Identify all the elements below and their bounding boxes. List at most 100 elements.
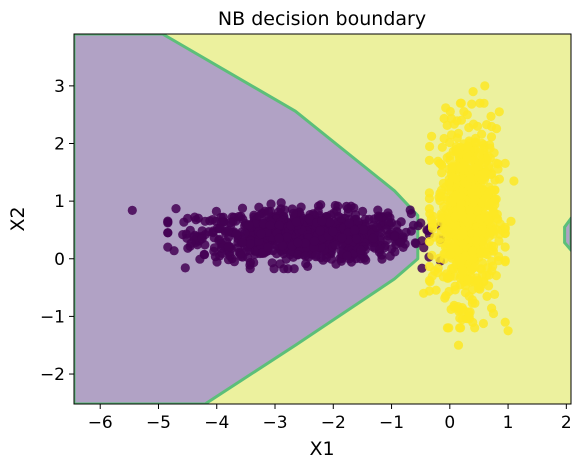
data-point	[383, 208, 393, 218]
data-point	[431, 285, 441, 295]
data-point	[169, 246, 179, 256]
y-axis-label: X2	[7, 206, 29, 231]
data-point	[381, 224, 392, 235]
data-point	[328, 226, 338, 237]
data-point	[491, 158, 501, 168]
data-point	[317, 216, 327, 226]
data-point	[289, 264, 299, 274]
data-point	[500, 242, 510, 252]
data-point	[470, 262, 480, 272]
data-point	[127, 205, 137, 215]
data-point	[401, 227, 411, 237]
data-point	[467, 99, 477, 109]
data-point	[223, 242, 233, 252]
data-point	[455, 323, 465, 333]
data-point	[405, 205, 415, 215]
data-point	[491, 124, 502, 134]
data-point	[436, 159, 446, 170]
data-point	[474, 150, 484, 160]
data-point	[437, 185, 447, 195]
data-point	[263, 206, 274, 217]
data-point	[197, 226, 207, 236]
data-point	[300, 238, 310, 248]
data-point	[424, 261, 434, 272]
data-point	[225, 218, 235, 228]
x-tick-label: −4	[204, 413, 229, 433]
data-point	[291, 217, 301, 227]
data-point	[411, 239, 421, 249]
data-point	[390, 231, 400, 241]
data-points	[127, 81, 519, 350]
data-point	[468, 253, 478, 264]
data-point	[468, 119, 479, 129]
data-point	[427, 218, 437, 228]
data-point	[215, 223, 225, 233]
data-point	[488, 226, 498, 236]
data-point	[373, 213, 383, 223]
series-class-1	[419, 81, 519, 350]
data-point	[473, 283, 483, 293]
x-tick-label: −2	[321, 413, 346, 433]
data-point	[427, 131, 437, 141]
data-point	[441, 291, 451, 301]
data-point	[336, 213, 347, 223]
data-point	[316, 200, 326, 210]
data-point	[277, 241, 288, 251]
data-point	[446, 130, 457, 140]
y-tick-label: 1	[54, 192, 65, 212]
plot-area	[73, 33, 572, 405]
data-point	[180, 263, 190, 273]
data-point	[424, 237, 434, 247]
data-point	[475, 98, 485, 108]
data-point	[439, 224, 449, 234]
series-class-0	[127, 198, 446, 274]
data-point	[488, 207, 498, 217]
data-point	[349, 225, 360, 235]
data-point	[197, 234, 207, 244]
data-point	[274, 233, 284, 243]
data-point	[181, 229, 191, 239]
data-point	[472, 206, 482, 216]
data-point	[437, 142, 447, 152]
data-point	[443, 185, 454, 196]
plot-frame	[73, 33, 572, 405]
data-point	[486, 111, 496, 121]
data-point	[453, 226, 464, 236]
data-point	[419, 288, 429, 298]
x-axis-label: X1	[309, 438, 334, 460]
data-point	[368, 233, 378, 243]
data-point	[491, 271, 501, 281]
data-point	[437, 217, 447, 227]
data-point	[460, 280, 470, 291]
data-point	[373, 205, 383, 215]
data-point	[183, 213, 193, 223]
x-tick-label: −3	[262, 413, 287, 433]
data-point	[288, 208, 298, 218]
data-point	[453, 128, 464, 138]
data-point	[468, 87, 478, 97]
data-point	[490, 289, 500, 299]
data-point	[451, 147, 462, 157]
data-point	[237, 203, 248, 213]
data-point	[382, 235, 392, 245]
data-point	[439, 133, 449, 144]
data-point	[455, 98, 465, 108]
data-point	[211, 206, 221, 216]
data-point	[450, 285, 460, 295]
data-point	[427, 250, 437, 260]
data-point	[437, 168, 447, 178]
data-point	[441, 103, 451, 113]
data-point	[315, 226, 325, 236]
data-point	[223, 226, 233, 236]
data-point	[503, 326, 513, 336]
data-point	[372, 222, 382, 232]
x-axis: −6 −5 −4 −3 −2 −1 0 1 2	[88, 404, 572, 433]
data-point	[439, 254, 449, 264]
data-point	[462, 152, 472, 163]
data-point	[303, 261, 313, 271]
data-point	[455, 313, 465, 323]
data-point	[419, 243, 429, 253]
data-point	[456, 115, 466, 125]
data-point	[506, 216, 516, 226]
